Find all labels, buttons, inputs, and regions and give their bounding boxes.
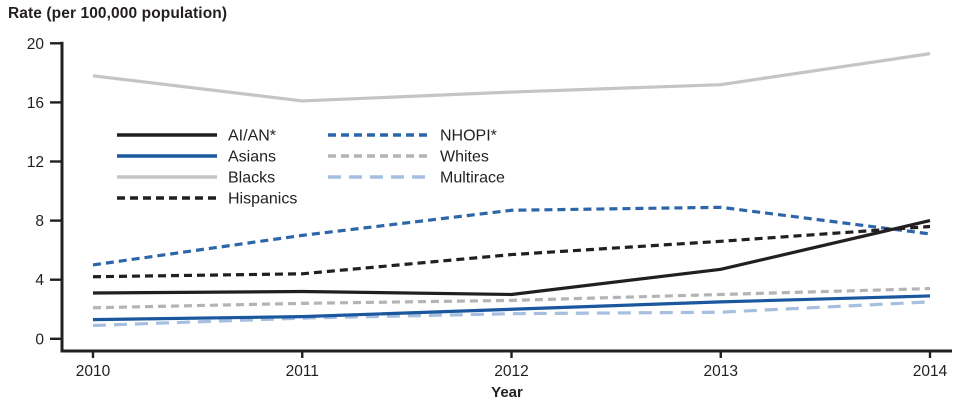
series-line-whites bbox=[92, 286, 931, 310]
x-tick-label-2012: 2012 bbox=[494, 363, 528, 380]
legend-label-multirace: Multirace bbox=[440, 170, 505, 187]
x-tick-label-2014: 2014 bbox=[913, 363, 948, 380]
legend-item-whites: Whites bbox=[328, 149, 489, 166]
axes: 0 4 8 12 16 20 2010 2011 2012 2013 2014 bbox=[27, 36, 952, 380]
x-tick-label-2011: 2011 bbox=[286, 363, 319, 380]
legend-label-nhopi: NHOPI* bbox=[440, 128, 497, 145]
legend-item-aian: AI/AN* bbox=[117, 128, 276, 145]
series-line-aian bbox=[92, 219, 931, 297]
series-line-asians bbox=[92, 294, 931, 322]
legend-label-aian: AI/AN* bbox=[228, 128, 276, 145]
legend-item-nhopi: NHOPI* bbox=[328, 128, 497, 145]
series-lines bbox=[92, 52, 931, 328]
y-tick-label-8: 8 bbox=[35, 213, 44, 230]
legend-label-blacks: Blacks bbox=[228, 170, 275, 187]
y-tick-label-20: 20 bbox=[27, 36, 45, 53]
y-tick-label-12: 12 bbox=[27, 154, 44, 171]
x-axis-title: Year bbox=[491, 384, 523, 401]
legend-label-asians: Asians bbox=[228, 149, 276, 166]
y-tick-label-0: 0 bbox=[35, 331, 44, 348]
legend-item-asians: Asians bbox=[117, 149, 276, 166]
series-line-nhopi bbox=[92, 205, 931, 267]
x-tick-label-2013: 2013 bbox=[704, 363, 738, 380]
y-tick-label-4: 4 bbox=[35, 272, 44, 289]
series-line-blacks bbox=[92, 52, 931, 103]
legend-label-hispanics: Hispanics bbox=[228, 191, 297, 208]
series-line-hispanics bbox=[92, 224, 931, 279]
legend-item-multirace: Multirace bbox=[328, 170, 505, 187]
legend-item-blacks: Blacks bbox=[117, 170, 275, 187]
x-tick-label-2010: 2010 bbox=[76, 363, 111, 380]
y-tick-label-16: 16 bbox=[27, 95, 44, 112]
legend-label-whites: Whites bbox=[440, 149, 489, 166]
legend: AI/AN* Asians Blacks Hispanics NHOPI* Whites M… bbox=[117, 128, 505, 208]
series-line-multirace bbox=[92, 300, 931, 328]
legend-item-hispanics: Hispanics bbox=[117, 191, 297, 208]
y-axis-title: Rate (per 100,000 population) bbox=[8, 5, 228, 22]
